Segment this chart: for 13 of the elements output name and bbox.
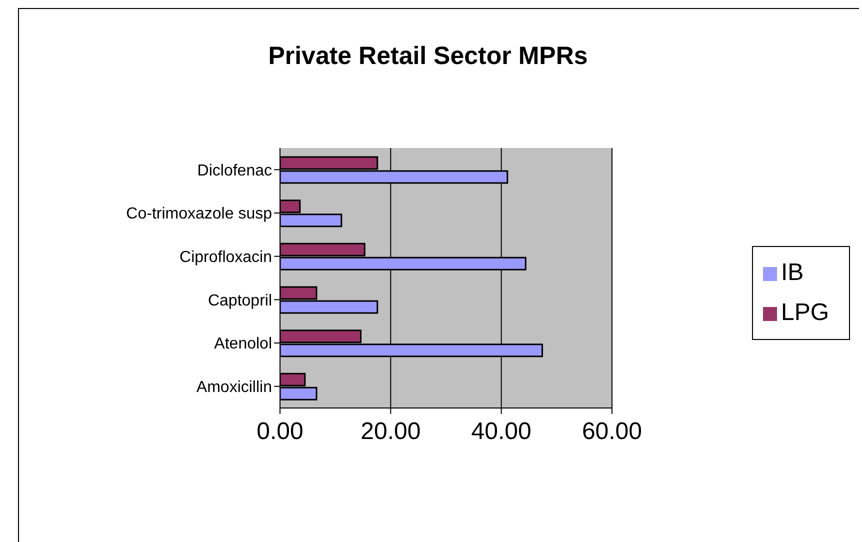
x-tick-label: 40.00 [471,418,532,446]
x-tick-label: 20.00 [360,418,421,446]
legend-label: LPG [780,299,829,326]
y-tick-label: Captopril [208,292,272,310]
y-tick-label: Diclofenac [197,162,272,180]
y-tick-label: Ciprofloxacin [180,249,272,266]
x-tick-label: 60.00 [582,418,642,446]
y-tick-label: Amoxicillin [196,379,272,396]
chart-title: Private Retail Sector MPRs [267,42,589,71]
y-tick-label: Co-trimoxazole susp [126,206,272,223]
x-tick-label: 0.00 [256,418,304,446]
legend-label: IB [780,259,804,286]
y-tick-label: Atenolol [214,336,272,353]
